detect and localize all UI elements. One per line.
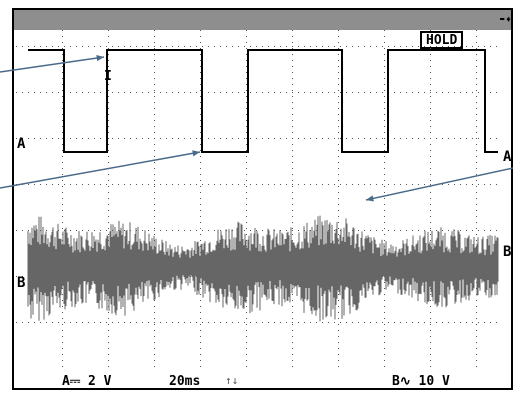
status-bar [14,10,511,30]
trigger-icon: ↑↓ [225,374,239,387]
hold-badge: HOLD [420,31,464,49]
scope-screen: -⇠ HOLD [12,8,513,390]
channel-b-marker: B [17,275,26,291]
channel-a-right-marker: A [503,149,512,165]
channel-a-readout: A⎓ 2 V [62,374,112,389]
cursor-icon: I [104,69,112,84]
channel-b-right-marker: B [503,244,512,260]
channel-b-readout: B∿ 10 V [392,374,450,389]
channel-a-trace [28,49,498,153]
grid [16,30,497,367]
channel-b-trace [27,215,499,322]
annotation-pointers [0,55,513,202]
plug-icon: -⇠ [498,11,513,27]
timebase-readout: 20ms [169,374,201,389]
channel-a-marker: A [17,136,26,152]
